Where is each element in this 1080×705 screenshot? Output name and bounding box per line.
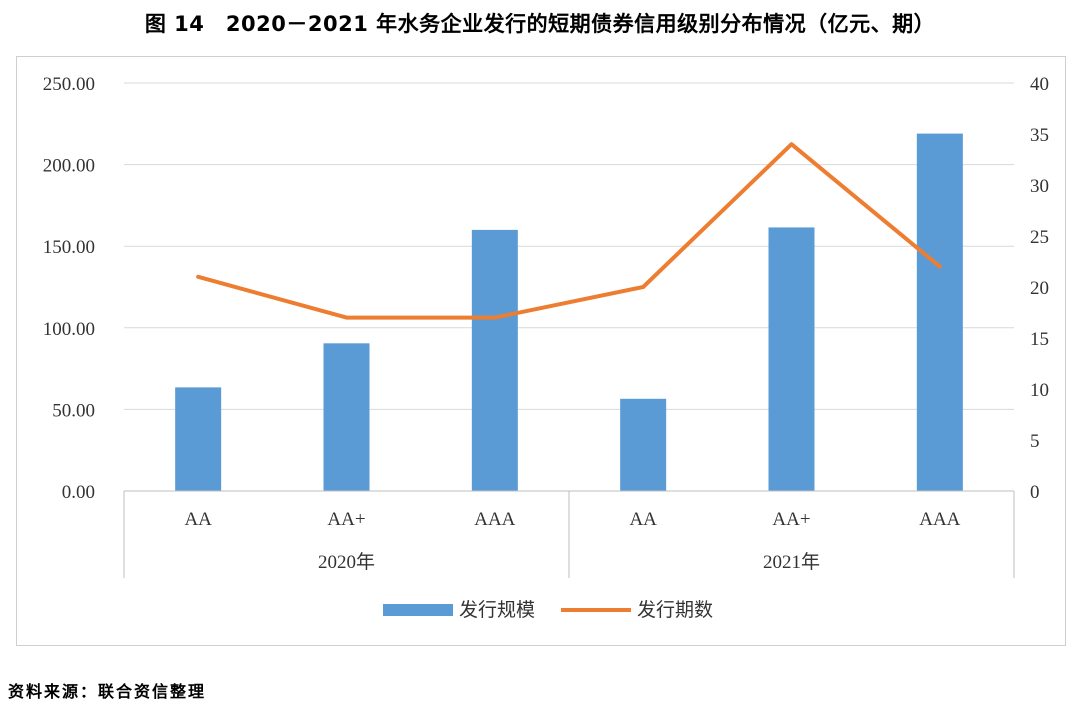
y-right-tick-label: 20 — [1030, 278, 1049, 299]
y-left-tick-label: 250.00 — [43, 74, 95, 95]
bar — [916, 133, 963, 491]
y-right-tick-label: 40 — [1030, 74, 1049, 95]
y-right-tick-label: 30 — [1030, 176, 1049, 197]
y-left-tick-label: 50.00 — [52, 400, 95, 421]
bar — [471, 229, 518, 491]
x-tick-label: AA+ — [772, 509, 810, 530]
chart-frame: 0.00 50.00 100.00 150.00 200.00 250.00 0 5 10 15 2… — [16, 56, 1066, 646]
series-line — [196, 142, 942, 320]
y-left-tick-label: 100.00 — [43, 319, 95, 340]
x-group-label: 2020年 — [318, 551, 375, 573]
x-group-label: 2021年 — [763, 551, 820, 573]
x-tick-label: AA — [629, 509, 657, 530]
source-note: 资料来源：联合资信整理 — [8, 682, 207, 701]
y-right-tick-label: 15 — [1030, 329, 1049, 350]
legend-swatch-bar — [383, 604, 453, 616]
x-tick-label: AA+ — [327, 509, 365, 530]
figure-title: 图 14 2020－2021 年水务企业发行的短期债券信用级别分布情况（亿元、期… — [144, 12, 936, 36]
y-right-tick-label: 0 — [1030, 482, 1040, 503]
y-right-tick-label: 10 — [1030, 380, 1049, 401]
y-left-tick-label: 0.00 — [62, 482, 95, 503]
x-tick-label: AAA — [919, 509, 960, 530]
x-tick-label: AAA — [474, 509, 515, 530]
x-tick-label: AA — [184, 509, 212, 530]
bar — [768, 227, 815, 491]
legend-label: 发行期数 — [637, 599, 713, 621]
bar — [620, 398, 667, 491]
bar — [175, 387, 222, 491]
bar — [323, 343, 370, 491]
y-left-tick-label: 200.00 — [43, 156, 95, 177]
legend-label: 发行规模 — [459, 599, 535, 621]
combo-chart: 0.00 50.00 100.00 150.00 200.00 250.00 0 5 10 15 2… — [43, 74, 1049, 621]
y-right-tick-label: 5 — [1030, 431, 1040, 452]
y-right-tick-label: 25 — [1030, 227, 1049, 248]
y-right-tick-label: 35 — [1030, 125, 1049, 146]
y-left-tick-label: 150.00 — [43, 237, 95, 258]
